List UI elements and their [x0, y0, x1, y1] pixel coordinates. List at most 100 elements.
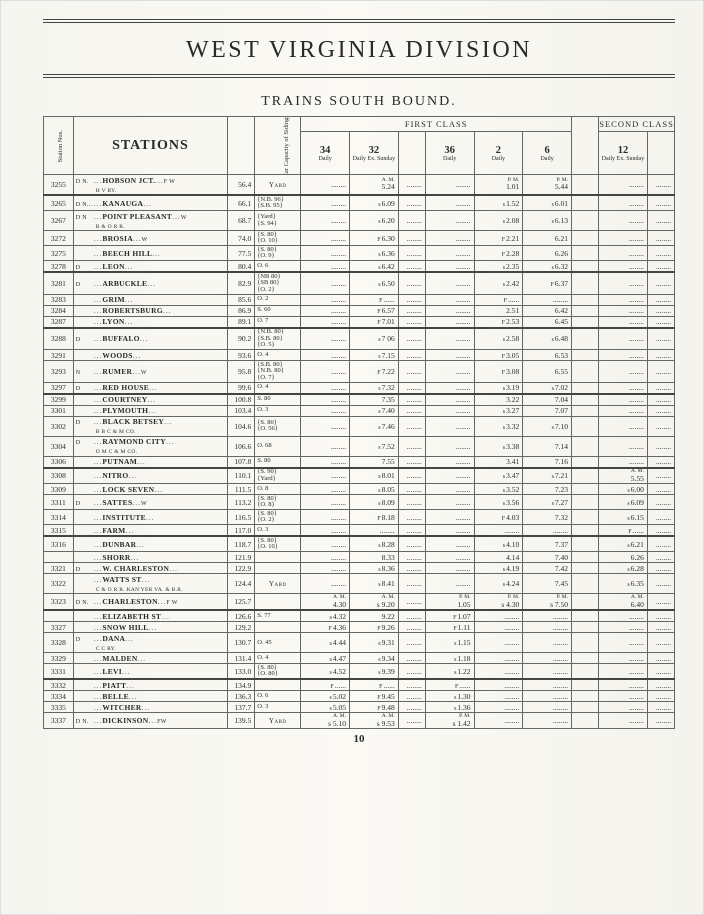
table-row: 3337D N....DICKINSON...FW139.5YardA. M.s… — [44, 713, 675, 729]
cell-time: 6.26 — [523, 246, 572, 261]
cell-dist: 134.9 — [228, 679, 255, 691]
cell-stno: 3255 — [44, 175, 74, 196]
cell-time: ........ — [301, 574, 350, 594]
cell-time: ........ — [301, 510, 350, 525]
cell-time: ........ — [398, 328, 425, 350]
cell-time: ........ — [474, 622, 523, 633]
cell-time: s8.05 — [349, 484, 398, 495]
cell-gap — [572, 436, 599, 456]
cell-cap: O. 6 — [255, 691, 301, 702]
hd-stations: STATIONS — [73, 117, 227, 175]
cell-dist: 126.6 — [228, 610, 255, 622]
cell-time: 3.41 — [474, 456, 523, 468]
cell-time: s1.36 — [425, 702, 474, 713]
table-row: 3331...LEVI...133.0{S. 80}{O. 80}s4.52s9… — [44, 664, 675, 680]
cell-time: ........ — [647, 175, 674, 196]
cell-time: ........ — [301, 525, 350, 537]
cell-gap — [572, 382, 599, 394]
cell-cap: {S. 80}{O. 56} — [255, 416, 301, 436]
cell-gap — [572, 664, 599, 680]
cell-stname: ...SHORR... — [73, 552, 227, 563]
cell-time: s6.36 — [349, 246, 398, 261]
cell-stname: D N...POINT PLEASANT...WB & O R R. — [73, 211, 227, 231]
cell-dist: 86.9 — [228, 305, 255, 316]
cell-time: A. M.s 5.10 — [301, 713, 350, 729]
hd-train: 34Daily — [301, 132, 350, 175]
cell-time: F9.48 — [349, 702, 398, 713]
cell-time: ........ — [301, 350, 350, 361]
cell-cap: Yard — [255, 175, 301, 196]
cell-dist: 118.7 — [228, 536, 255, 552]
hd-train: 12Daily Ex. Sunday — [599, 132, 648, 175]
cell-time: ........ — [647, 633, 674, 653]
cell-cap: Yard — [255, 574, 301, 594]
cell-time: s3.32 — [474, 416, 523, 436]
cell-stname: ...MALDEN... — [73, 653, 227, 664]
cell-time: F7.22 — [349, 361, 398, 383]
cell-stno: 3267 — [44, 211, 74, 231]
cell-stno: 3304 — [44, 436, 74, 456]
cell-gap — [572, 328, 599, 350]
cell-time: s6.42 — [349, 261, 398, 273]
cell-time: ........ — [474, 664, 523, 680]
cell-time: ........ — [599, 436, 648, 456]
cell-time: ........ — [425, 294, 474, 305]
cell-gap — [572, 305, 599, 316]
cell-time: ........ — [523, 610, 572, 622]
cell-dist: 93.6 — [228, 350, 255, 361]
cell-time: ........ — [398, 350, 425, 361]
cell-time: ........ — [647, 536, 674, 552]
cell-time: ........ — [599, 416, 648, 436]
cell-cap: {S.B. 80}{N.B. 80}{O. 7} — [255, 361, 301, 383]
hd-train: 32Daily Ex. Sunday — [349, 132, 398, 175]
cell-stname: N...RUMER...W — [73, 361, 227, 383]
cell-dist: 110.1 — [228, 468, 255, 484]
cell-stname: ...DUNBAR... — [73, 536, 227, 552]
cell-time: P. M.s 1.42 — [425, 713, 474, 729]
cell-time: ........ — [425, 436, 474, 456]
cell-time: ........ — [398, 294, 425, 305]
cell-dist: 104.6 — [228, 416, 255, 436]
cell-stno: 3306 — [44, 456, 74, 468]
cell-dist: 85.6 — [228, 294, 255, 305]
table-row: 3335...WITCHER...137.7O. 3s5.05F9.48....… — [44, 702, 675, 713]
cell-time: ........ — [398, 316, 425, 328]
cell-stno: 3308 — [44, 468, 74, 484]
cell-time: s6.01 — [523, 195, 572, 211]
cell-time: s8.28 — [349, 536, 398, 552]
table-row: 3329...MALDEN...131.4O. 4s4.47s9.34.....… — [44, 653, 675, 664]
cell-time: s1.52 — [474, 195, 523, 211]
cell-dist: 90.2 — [228, 328, 255, 350]
cell-time: ........ — [599, 664, 648, 680]
cell-time: F1.07 — [425, 610, 474, 622]
cell-time: s6.13 — [523, 211, 572, 231]
cell-time: ........ — [425, 510, 474, 525]
table-row: 3302D...BLACK BETSEY...B B C & M CO.104.… — [44, 416, 675, 436]
cell-time: s4.24 — [474, 574, 523, 594]
cell-time: F8.18 — [349, 510, 398, 525]
table-row: 3316...DUNBAR...118.7{S. 80}{O. 10}.....… — [44, 536, 675, 552]
cell-time: F6.30 — [349, 231, 398, 246]
hd-first-class: FIRST CLASS — [301, 117, 572, 132]
cell-stname: D...SATTES...W — [73, 495, 227, 510]
cell-time: ........ — [398, 653, 425, 664]
cell-time: ........ — [425, 195, 474, 211]
cell-time: s1.22 — [425, 664, 474, 680]
cell-time: ........ — [599, 305, 648, 316]
cell-time: s6.00 — [599, 484, 648, 495]
cell-time: ........ — [425, 316, 474, 328]
cell-time: ........ — [398, 361, 425, 383]
cell-time: s6.32 — [523, 261, 572, 273]
cell-dist: 130.7 — [228, 633, 255, 653]
cell-time: ........ — [398, 679, 425, 691]
hd-train: 6Daily — [523, 132, 572, 175]
cell-time: ........ — [523, 525, 572, 537]
cell-stno: 3302 — [44, 416, 74, 436]
cell-dist: 133.0 — [228, 664, 255, 680]
cell-dist: 89.1 — [228, 316, 255, 328]
cell-gap — [572, 211, 599, 231]
cell-time: s8.01 — [349, 468, 398, 484]
cell-time: ........ — [647, 622, 674, 633]
cell-time: F6.37 — [523, 272, 572, 294]
cell-time: ........ — [398, 405, 425, 416]
